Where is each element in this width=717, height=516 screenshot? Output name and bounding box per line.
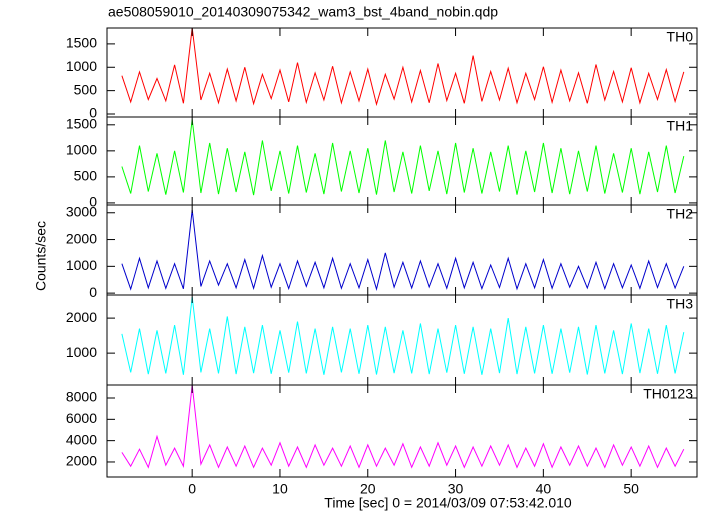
- y-tick-label: 8000: [66, 389, 97, 405]
- band-label: TH0123: [643, 386, 693, 402]
- y-tick-label: 1000: [66, 58, 97, 74]
- y-tick-label: 2000: [66, 309, 97, 325]
- band-label: TH1: [667, 118, 694, 134]
- panel-frame: [106, 27, 698, 118]
- band-label: TH3: [667, 296, 694, 312]
- x-tick-label: 0: [188, 481, 196, 497]
- x-tick-label: 20: [360, 481, 376, 497]
- y-tick-label: 1000: [66, 142, 97, 158]
- y-tick-label: 4000: [66, 431, 97, 447]
- y-tick-label: 500: [74, 168, 98, 184]
- y-tick-label: 500: [74, 81, 98, 97]
- x-tick-label: 10: [272, 481, 288, 497]
- y-tick-label: 1000: [66, 344, 97, 360]
- y-tick-label: 6000: [66, 410, 97, 426]
- x-tick-label: 40: [536, 481, 552, 497]
- light-curve: [121, 385, 685, 469]
- y-tick-label: 2000: [66, 453, 97, 469]
- y-tick-label: 1500: [66, 35, 97, 51]
- y-tick-label: 0: [89, 105, 97, 121]
- panel-frame: [106, 116, 698, 206]
- chart-title: ae508059010_20140309075342_wam3_bst_4ban…: [108, 4, 498, 20]
- band-label: TH2: [667, 206, 694, 222]
- x-axis-label: Time [sec] 0 = 2014/03/09 07:53:42.010: [324, 495, 572, 511]
- band-label: TH0: [667, 29, 694, 45]
- panel-frame: [106, 204, 698, 296]
- light-curve: [121, 119, 685, 196]
- y-tick-label: 0: [89, 194, 97, 210]
- x-tick-label: 50: [623, 481, 639, 497]
- y-tick-label: 1500: [66, 116, 97, 132]
- y-tick-label: 0: [89, 284, 97, 300]
- light-curve: [121, 28, 685, 107]
- y-tick-label: 1000: [66, 257, 97, 273]
- y-tick-label: 3000: [66, 203, 97, 219]
- panel-frame: [106, 294, 698, 386]
- light-curve: [121, 297, 685, 375]
- y-axis-label: Counts/sec: [33, 221, 49, 291]
- panel-frame: [106, 384, 698, 478]
- light-curve: [121, 210, 685, 292]
- y-tick-label: 2000: [66, 230, 97, 246]
- x-tick-label: 30: [448, 481, 464, 497]
